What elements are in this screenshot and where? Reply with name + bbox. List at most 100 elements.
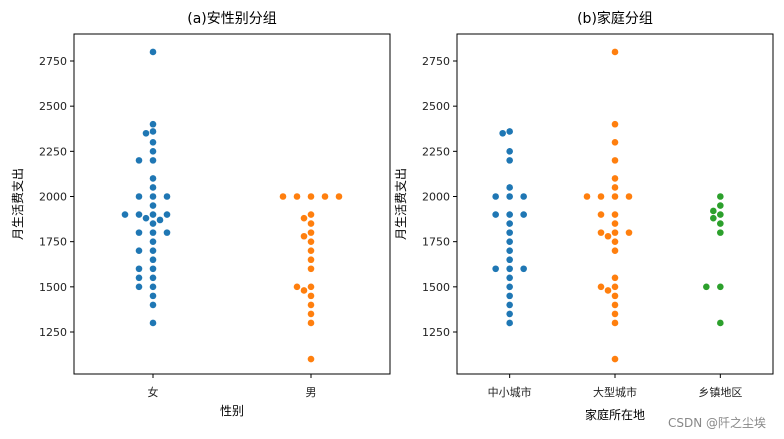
- data-point: [149, 220, 157, 227]
- data-point: [492, 211, 499, 218]
- y-tick-label: 1500: [422, 281, 450, 294]
- y-tick-label: 2000: [422, 191, 450, 204]
- data-point: [135, 157, 143, 164]
- data-point: [717, 229, 724, 236]
- y-tick-label: 2250: [39, 145, 67, 158]
- swarm-points: [492, 48, 724, 363]
- data-point: [611, 319, 619, 327]
- data-point: [506, 157, 513, 164]
- data-point: [506, 128, 513, 135]
- panel-household: (b)家庭分组 1250 1500 1750 2000 2250 2500 2750 中小城…: [394, 10, 774, 422]
- data-point: [142, 214, 150, 222]
- data-point: [597, 211, 605, 218]
- data-point: [506, 274, 513, 282]
- data-point: [597, 193, 605, 200]
- data-point: [293, 193, 301, 200]
- data-point: [279, 193, 287, 200]
- data-point: [149, 274, 157, 282]
- data-point: [293, 283, 301, 291]
- data-point: [300, 232, 308, 240]
- data-point: [149, 148, 157, 155]
- data-point: [611, 139, 619, 146]
- data-point: [149, 139, 157, 146]
- data-point: [506, 229, 513, 236]
- data-point: [717, 319, 724, 327]
- x-tick-label: 男: [306, 386, 317, 399]
- y-tick-label: 2750: [39, 55, 67, 68]
- y-tick-label: 2250: [422, 145, 450, 158]
- data-point: [307, 256, 315, 264]
- data-point: [611, 48, 619, 56]
- data-point: [506, 310, 513, 318]
- data-point: [135, 274, 143, 282]
- data-point: [149, 265, 157, 273]
- y-tick-label: 1250: [39, 326, 67, 339]
- data-point: [135, 247, 143, 254]
- x-axis: 女男: [148, 374, 317, 399]
- plot-frame: [73, 33, 391, 375]
- data-point: [611, 175, 619, 182]
- data-point: [583, 193, 591, 200]
- data-point: [307, 310, 315, 318]
- data-point: [149, 184, 157, 191]
- data-point: [135, 265, 143, 273]
- y-tick-label: 2000: [39, 191, 67, 204]
- data-point: [506, 283, 513, 291]
- data-point: [611, 301, 619, 309]
- data-point: [492, 193, 499, 200]
- data-point: [149, 175, 157, 182]
- data-point: [717, 202, 724, 209]
- data-point: [506, 238, 513, 245]
- data-point: [149, 238, 157, 245]
- swarm-points: [121, 48, 343, 363]
- watermark: CSDN @阡之尘埃: [667, 416, 766, 430]
- y-tick-label: 2500: [422, 100, 450, 113]
- data-point: [135, 193, 143, 200]
- data-point: [611, 355, 619, 363]
- data-point: [149, 211, 157, 218]
- data-point: [307, 319, 315, 327]
- data-point: [717, 211, 724, 218]
- data-point: [597, 283, 605, 291]
- data-point: [149, 120, 157, 128]
- data-point: [135, 283, 143, 291]
- data-point: [625, 229, 633, 236]
- data-point: [506, 265, 513, 273]
- data-point: [611, 247, 619, 254]
- data-point: [506, 193, 513, 200]
- data-point: [149, 247, 157, 254]
- x-axis-label: 家庭所在地: [585, 407, 645, 422]
- data-point: [307, 229, 315, 236]
- data-point: [149, 193, 157, 200]
- data-point: [307, 265, 315, 273]
- data-point: [499, 129, 506, 137]
- data-point: [520, 211, 527, 218]
- data-point: [604, 232, 612, 240]
- data-point: [307, 301, 315, 309]
- y-axis: 1250 1500 1750 2000 2250 2500 2750: [39, 55, 74, 339]
- data-point: [506, 247, 513, 254]
- data-point: [710, 207, 717, 215]
- data-point: [307, 355, 315, 363]
- data-point: [300, 214, 308, 222]
- x-tick-label: 女: [148, 385, 159, 399]
- data-point: [307, 247, 315, 254]
- data-point: [611, 310, 619, 318]
- data-point: [506, 301, 513, 309]
- y-tick-label: 1250: [422, 326, 450, 339]
- data-point: [520, 265, 527, 273]
- data-point: [149, 48, 157, 56]
- data-point: [300, 287, 308, 294]
- data-point: [506, 148, 513, 155]
- data-point: [703, 283, 710, 291]
- data-point: [611, 292, 619, 300]
- data-point: [149, 283, 157, 291]
- data-point: [611, 184, 619, 191]
- data-point: [611, 220, 619, 227]
- data-point: [307, 211, 315, 218]
- x-tick-label: 乡镇地区: [698, 385, 742, 399]
- data-point: [611, 274, 619, 282]
- data-point: [611, 238, 619, 245]
- data-point: [506, 211, 513, 218]
- data-point: [121, 211, 129, 218]
